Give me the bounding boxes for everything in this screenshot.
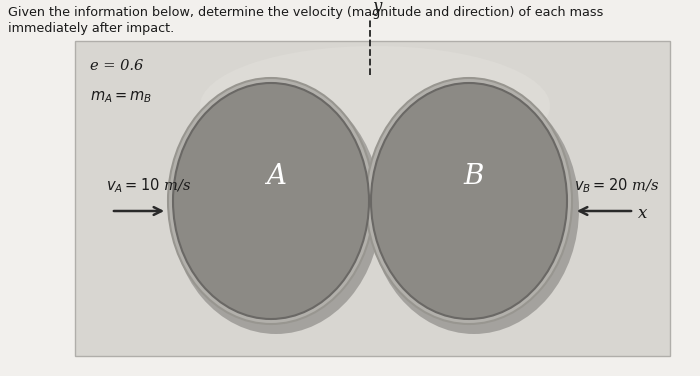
Ellipse shape [366,78,572,324]
Ellipse shape [168,78,374,324]
Text: $m_A = m_B$: $m_A = m_B$ [90,89,153,105]
Ellipse shape [171,84,381,334]
Text: e = 0.6: e = 0.6 [90,59,144,73]
Text: y: y [373,0,382,15]
Ellipse shape [369,84,579,334]
Text: A: A [266,162,286,190]
Ellipse shape [200,46,550,166]
Ellipse shape [173,83,369,319]
Text: Given the information below, determine the velocity (magnitude and direction) of: Given the information below, determine t… [8,6,603,19]
Text: $v_A = 10$ m/s: $v_A = 10$ m/s [106,176,191,195]
Text: x: x [638,205,648,221]
Ellipse shape [371,83,567,319]
Text: immediately after impact.: immediately after impact. [8,22,174,35]
FancyBboxPatch shape [75,41,670,356]
Text: B: B [464,162,484,190]
Text: $v_B = 20$ m/s: $v_B = 20$ m/s [574,176,659,195]
